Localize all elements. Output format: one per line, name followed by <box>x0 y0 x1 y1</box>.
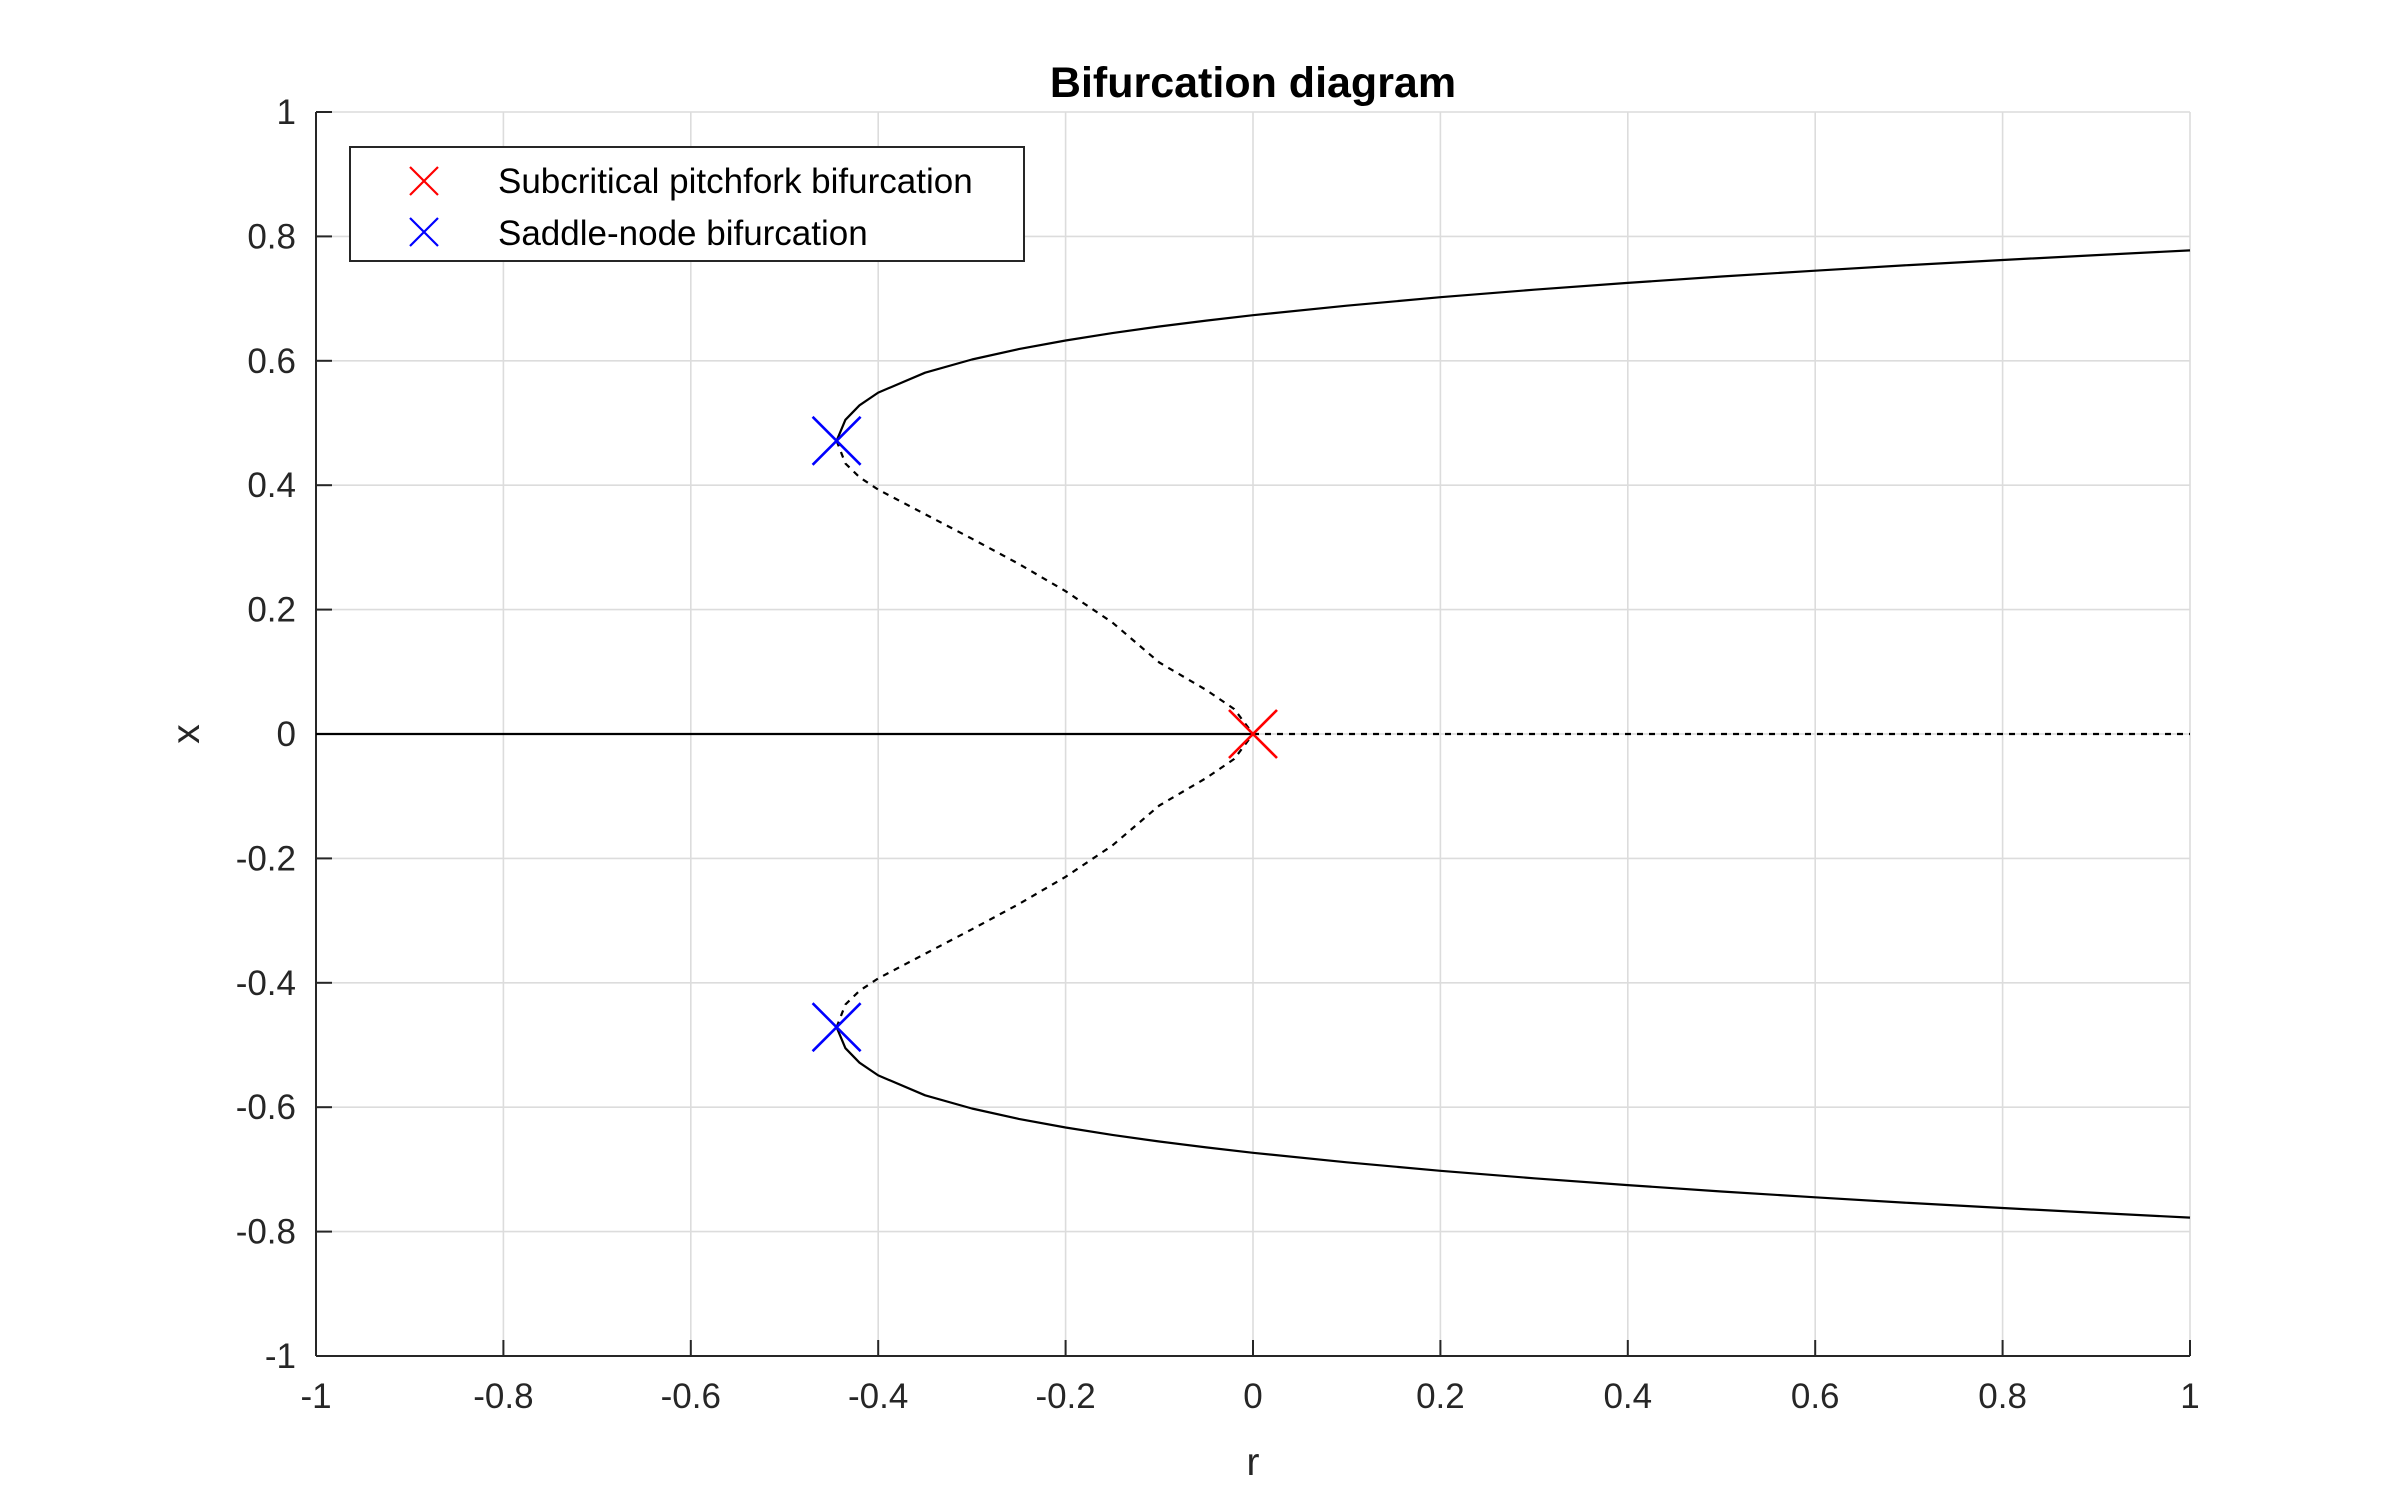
y-tick-label: -0.6 <box>236 1088 296 1127</box>
x-tick-label: 1 <box>2180 1377 2199 1416</box>
x-tick-label: 0.6 <box>1791 1377 1840 1416</box>
legend-label-pitchfork: Subcritical pitchfork bifurcation <box>498 162 973 201</box>
legend-box <box>349 146 1025 262</box>
x-tick-label: 0 <box>1243 1377 1262 1416</box>
x-axis-label: r <box>1247 1441 1260 1484</box>
legend-entry-pitchfork: Subcritical pitchfork bifurcation <box>409 162 973 201</box>
legend-label-saddle-node: Saddle-node bifurcation <box>498 214 868 253</box>
chart-title: Bifurcation diagram <box>1050 59 1456 107</box>
series <box>316 249 2191 1219</box>
x-tick-label: 0.8 <box>1978 1377 2027 1416</box>
series-line-2 <box>835 249 2191 442</box>
y-tick-label: -0.2 <box>236 839 296 878</box>
x-tick-label: -0.8 <box>473 1377 533 1416</box>
y-tick-label: 0.6 <box>247 342 296 381</box>
legend-entry-saddle-node: Saddle-node bifurcation <box>409 214 868 253</box>
y-tick-label: 1 <box>277 93 296 132</box>
bifurcation-marker-1-0 <box>811 415 862 466</box>
x-tick-label: 0.4 <box>1603 1377 1652 1416</box>
legend-marker-saddle-node <box>409 217 439 247</box>
y-tick-label: 0.2 <box>247 591 296 630</box>
series-line-3 <box>835 1026 2191 1219</box>
legend: Subcritical pitchfork bifurcation Saddle… <box>349 146 1025 262</box>
bifurcation-marker-0-0 <box>1228 709 1278 759</box>
y-tick-label: -1 <box>265 1337 296 1376</box>
x-tick-label: -1 <box>300 1377 331 1416</box>
y-tick-label: 0.8 <box>247 217 296 256</box>
x-tick-label: -0.2 <box>1035 1377 1095 1416</box>
y-tick-label: 0.4 <box>247 466 296 505</box>
y-tick-label: -0.4 <box>236 964 296 1003</box>
legend-marker-pitchfork <box>409 166 439 196</box>
x-tick-label: -0.4 <box>848 1377 908 1416</box>
y-tick-label: -0.8 <box>236 1213 296 1252</box>
y-axis-label: x <box>165 724 208 744</box>
x-tick-label: 0.2 <box>1416 1377 1465 1416</box>
markers <box>811 415 1278 1053</box>
x-ticks: -1 -0.8 -0.6 -0.4 -0.2 0 0.2 0.4 0.6 0.8 1 <box>300 1340 2200 1416</box>
bifurcation-marker-1-1 <box>811 1002 862 1053</box>
y-ticks: 1 0.8 0.6 0.4 0.2 0 -0.2 -0.4 -0.6 -0.8 -1 <box>236 93 332 1376</box>
y-tick-label: 0 <box>277 715 296 754</box>
x-tick-label: -0.6 <box>661 1377 721 1416</box>
